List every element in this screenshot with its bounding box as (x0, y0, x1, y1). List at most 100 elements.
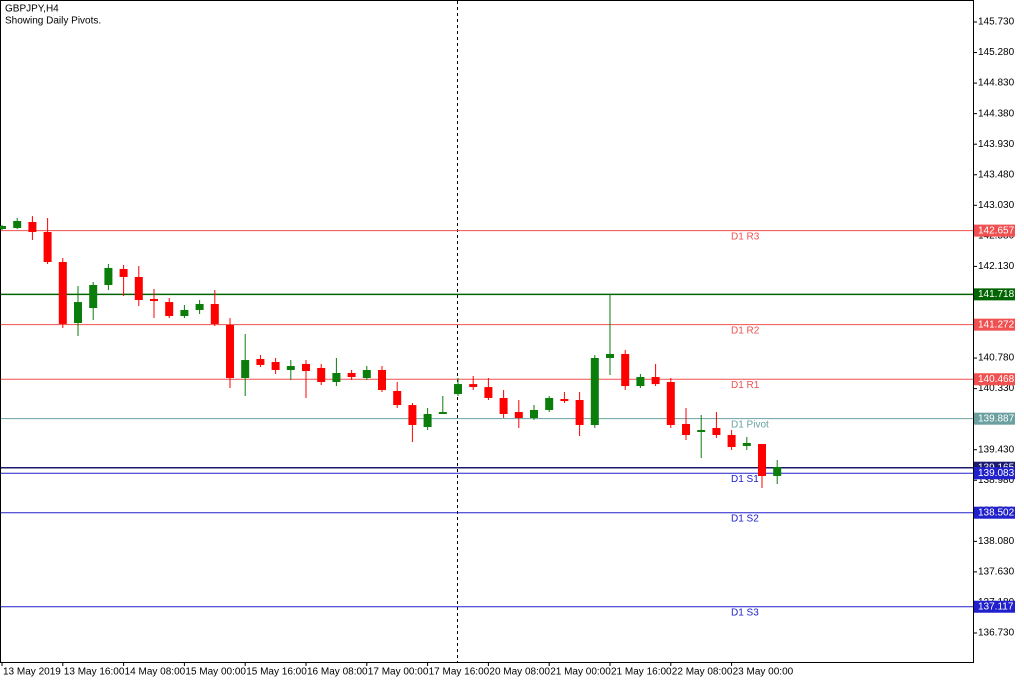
candle-body (180, 309, 189, 317)
x-tick-label: 17 May 00:00 (368, 667, 429, 678)
candle-body (454, 384, 462, 395)
pivot-label: D1 S2 (731, 513, 759, 524)
candle-body (575, 400, 584, 425)
candle-body (423, 413, 432, 428)
pivot-label: D1 Pivot (731, 419, 769, 430)
candle-body (210, 304, 219, 324)
candle-body (484, 387, 493, 398)
y-tick-label: 144.830 (978, 78, 1015, 89)
candle-body (666, 382, 675, 425)
candle-body (362, 370, 371, 379)
candle-body (606, 353, 614, 358)
y-tick-label: 138.080 (978, 536, 1015, 547)
candle-body (758, 444, 766, 476)
x-tick-label: 16 May 08:00 (307, 667, 368, 678)
candle-body (165, 302, 174, 317)
chart-title: GBPJPY,H4 (5, 4, 59, 15)
price-box (974, 288, 1015, 301)
y-tick-label: 140.780 (978, 353, 1015, 364)
candle-body (256, 359, 265, 365)
candle-body (697, 430, 706, 432)
candle-body (13, 220, 22, 228)
x-tick-label: 15 May 00:00 (185, 667, 246, 678)
candle-body (150, 298, 158, 302)
candle-body (302, 363, 310, 372)
x-tick-label: 20 May 08:00 (489, 667, 550, 678)
candle-body (530, 409, 538, 419)
y-tick-label: 143.930 (978, 139, 1015, 150)
y-tick-label: 143.480 (978, 169, 1015, 180)
candle-body (104, 267, 113, 286)
candle-body (119, 268, 128, 277)
candle-body (134, 276, 143, 301)
candle-body (393, 390, 402, 406)
candle-body (727, 434, 736, 447)
x-tick-label: 21 May 00:00 (550, 667, 611, 678)
candle-body (636, 376, 645, 387)
x-tick-label: 23 May 00:00 (733, 667, 794, 678)
x-tick-label: 15 May 16:00 (246, 667, 307, 678)
price-box-label: 142.657 (978, 225, 1015, 236)
candle-body (499, 397, 508, 414)
pivot-label: D1 S3 (731, 607, 759, 618)
y-tick-label: 144.380 (978, 108, 1015, 119)
candle-body (773, 467, 782, 476)
candle-body (28, 222, 37, 232)
candle-body (514, 412, 523, 419)
y-tick-label: 145.730 (978, 17, 1015, 28)
pivot-label: D1 R1 (731, 380, 760, 391)
y-tick-label: 142.130 (978, 261, 1015, 272)
price-box (974, 318, 1015, 331)
y-tick-label: 138.980 (978, 475, 1015, 486)
y-tick-label: 137.630 (978, 567, 1015, 578)
candle-body (545, 397, 554, 410)
candle-body (195, 304, 204, 310)
y-tick-label: 140.330 (978, 383, 1015, 394)
candle-body (560, 398, 569, 402)
y-tick-label: 136.730 (978, 628, 1015, 639)
y-tick-label: 145.280 (978, 47, 1015, 58)
price-box-label: 137.117 (978, 601, 1014, 612)
pivot-label: D1 R2 (731, 325, 760, 336)
price-box (974, 412, 1015, 425)
price-box-label: 141.718 (978, 289, 1015, 300)
candle-body (590, 357, 599, 425)
price-box-label: 139.083 (978, 468, 1015, 479)
price-box-label: 141.272 (978, 319, 1015, 330)
price-box (974, 224, 1015, 237)
candle-body (712, 427, 721, 435)
chart-subtitle: Showing Daily Pivots. (5, 16, 101, 27)
candle-body (651, 376, 660, 385)
price-box-label: 139.887 (978, 413, 1015, 424)
pivot-label: D1 R3 (731, 231, 760, 242)
candle-body (347, 372, 356, 377)
candle-body (742, 442, 751, 446)
x-tick-label: 22 May 08:00 (672, 667, 733, 678)
candle-body (469, 384, 478, 388)
candle-body (621, 353, 630, 387)
candle-body (89, 285, 98, 309)
y-tick-label: 143.030 (978, 200, 1015, 211)
x-tick-label: 21 May 16:00 (611, 667, 672, 678)
candle-body (438, 412, 447, 414)
x-tick-label: 14 May 08:00 (125, 667, 186, 678)
candle-body (0, 226, 6, 229)
candle-body (286, 365, 295, 371)
candle-body (271, 361, 280, 371)
price-box (974, 600, 1015, 613)
candle-body (408, 405, 417, 425)
candle-body (378, 370, 386, 391)
y-tick-label: 139.430 (978, 444, 1015, 455)
pivot-label: D1 S1 (731, 474, 759, 485)
x-tick-label: 13 May 16:00 (64, 667, 125, 678)
candle-body (58, 261, 67, 324)
candle-body (226, 324, 234, 379)
price-box (974, 373, 1015, 386)
x-tick-label: 13 May 2019 (3, 667, 61, 678)
price-box (974, 467, 1015, 480)
x-tick-label: 17 May 16:00 (429, 667, 490, 678)
candle-body (241, 360, 250, 379)
candle-body (74, 302, 82, 324)
